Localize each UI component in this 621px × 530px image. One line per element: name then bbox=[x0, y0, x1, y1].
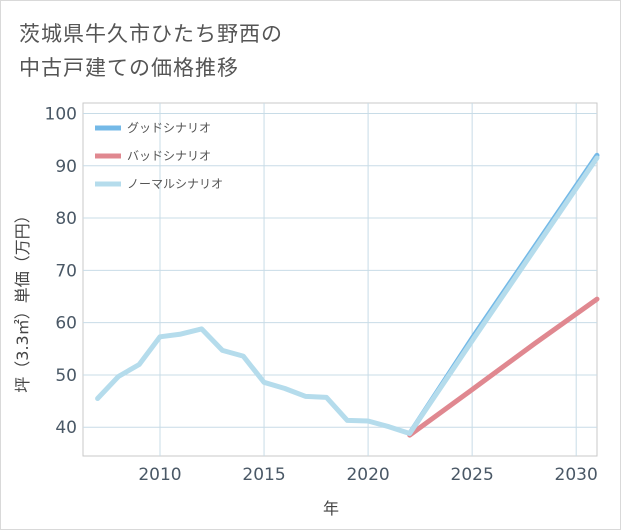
y-tick-label: 90 bbox=[55, 157, 77, 177]
x-tick-label: 2020 bbox=[346, 465, 389, 485]
good-scenario-legend-label: グッドシナリオ bbox=[127, 121, 211, 135]
y-axis-title: 坪（3.3㎡）単価（万円） bbox=[13, 207, 32, 392]
y-tick-label: 100 bbox=[45, 104, 77, 124]
x-tick-label: 2015 bbox=[242, 465, 285, 485]
y-tick-label: 50 bbox=[55, 366, 77, 386]
y-tick-label: 70 bbox=[55, 261, 77, 281]
tick-labels: 2010 2015 2020 2025 2030 40 50 60 70 80 90 100 bbox=[45, 104, 598, 485]
bad-scenario-legend-label: バッドシナリオ bbox=[127, 149, 211, 163]
series-lines bbox=[95, 152, 600, 438]
chart-title: 茨城県牛久市ひたち野西の 中古戸建ての価格推移 bbox=[19, 17, 283, 85]
bad-scenario-line bbox=[407, 296, 600, 438]
chart-title-line-2: 中古戸建ての価格推移 bbox=[19, 56, 239, 80]
x-tick-label: 2030 bbox=[555, 465, 598, 485]
normal-scenario-legend-label: ノーマルシナリオ bbox=[127, 177, 223, 191]
chart-title-line-1: 茨城県牛久市ひたち野西の bbox=[19, 22, 283, 46]
x-tick-label: 2010 bbox=[138, 465, 181, 485]
grid-lines bbox=[83, 103, 597, 456]
normal-scenario-line bbox=[95, 155, 600, 436]
y-tick-label: 80 bbox=[55, 209, 77, 229]
x-axis-title: 年 bbox=[323, 499, 339, 518]
x-tick-label: 2025 bbox=[451, 465, 494, 485]
y-tick-label: 40 bbox=[55, 418, 77, 438]
y-tick-label: 60 bbox=[55, 314, 77, 334]
